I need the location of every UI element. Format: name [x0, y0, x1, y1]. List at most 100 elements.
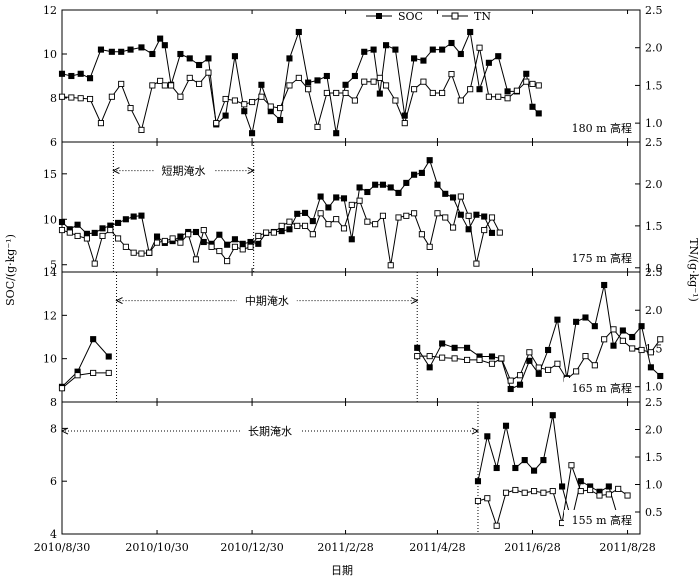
tn-point [615, 485, 622, 492]
panel-label-bg [564, 378, 634, 396]
tn-point [169, 235, 176, 242]
tn-point [473, 260, 480, 267]
soc-point [241, 108, 248, 115]
soc-point [196, 61, 203, 69]
panel-elevation-label: 180 m 高程 [572, 121, 632, 135]
y-left-tick-label: 4 [50, 528, 57, 541]
y-left-tick-label: 12 [43, 4, 57, 17]
soc-point [521, 457, 528, 464]
tn-point [554, 360, 561, 367]
tn-point [502, 489, 510, 496]
soc-point [481, 213, 488, 220]
tn-point [138, 126, 145, 133]
legend-tn-marker [451, 12, 459, 20]
soc-point [295, 28, 302, 36]
soc-point [177, 233, 184, 240]
tn-point [83, 235, 90, 242]
soc-point [411, 171, 418, 178]
soc-point [222, 112, 229, 119]
y-left-tick-label: 10 [43, 213, 57, 226]
tn-point [138, 250, 145, 257]
tn-point [277, 105, 284, 112]
soc-point [403, 179, 410, 186]
soc-point [258, 81, 265, 88]
soc-point [638, 323, 645, 330]
tn-point [513, 87, 520, 94]
soc-point [77, 70, 84, 77]
soc-point [426, 364, 433, 371]
soc-point [157, 35, 164, 42]
soc-point [507, 385, 514, 393]
soc-point [451, 344, 458, 351]
flood-arrow-left [112, 167, 120, 175]
x-tick-label: 2010/8/30 [34, 541, 90, 554]
y-right-tick-label: 2.5 [645, 396, 663, 409]
tn-point [153, 239, 161, 246]
soc-point [58, 218, 66, 226]
soc-point [535, 370, 542, 377]
soc-point [364, 188, 371, 196]
soc-point [325, 204, 332, 211]
soc-point [86, 75, 94, 82]
panel-frame [61, 9, 641, 143]
tn-point [596, 492, 603, 499]
tn-point [535, 82, 542, 89]
tn-point [333, 216, 340, 223]
soc-point [439, 46, 446, 53]
soc-point [286, 55, 293, 62]
tn-point [58, 227, 66, 234]
tn-point [624, 492, 631, 499]
soc-point [161, 42, 168, 49]
x-axis-label: 日期 [331, 564, 353, 577]
tn-point [605, 491, 612, 498]
soc-point [127, 46, 134, 53]
tn-point [77, 95, 84, 102]
tn-point [516, 372, 524, 379]
soc-point [361, 48, 368, 55]
tn-point [239, 246, 246, 253]
tn-point [146, 249, 153, 256]
tn-point [224, 258, 231, 265]
soc-point [376, 90, 383, 97]
soc-point [559, 483, 566, 490]
soc-point [535, 110, 542, 117]
soc-point [383, 42, 390, 49]
tn-point [582, 353, 589, 360]
tn-point [414, 353, 421, 360]
tn-point [255, 232, 262, 239]
tn-point [86, 95, 94, 103]
tn-point [168, 82, 175, 89]
soc-point [231, 236, 238, 243]
tn-point [127, 105, 134, 112]
tn-point [208, 243, 215, 250]
tn-point [485, 93, 492, 100]
soc-point [333, 194, 340, 201]
y-right-tick-label: 2.0 [645, 304, 663, 317]
tn-point [610, 326, 617, 333]
panel-elevation-label: 155 m 高程 [572, 513, 632, 527]
tn-point [476, 44, 483, 51]
tn-point [263, 229, 270, 236]
y-right-tick-label: 0.5 [645, 506, 663, 519]
soc-point [414, 344, 421, 351]
tn-point [177, 93, 184, 100]
soc-point [342, 81, 349, 88]
soc-point [540, 457, 547, 464]
soc-point [591, 323, 598, 330]
flood-label: 短期淹水 [162, 164, 206, 178]
tn-point [364, 218, 371, 225]
tn-point [231, 97, 238, 104]
tn-point [66, 229, 73, 236]
flood-arrow-right [471, 427, 480, 435]
tn-point [420, 78, 427, 85]
soc-point [573, 318, 580, 325]
soc-point [474, 478, 482, 485]
tn-point [549, 488, 556, 495]
tn-point [484, 495, 491, 502]
soc-point [429, 46, 436, 53]
soc-point [309, 218, 316, 225]
x-tick-label: 2011/4/28 [409, 541, 465, 554]
tn-point [411, 86, 418, 93]
soc-point [601, 281, 608, 289]
soc-point [495, 53, 502, 60]
